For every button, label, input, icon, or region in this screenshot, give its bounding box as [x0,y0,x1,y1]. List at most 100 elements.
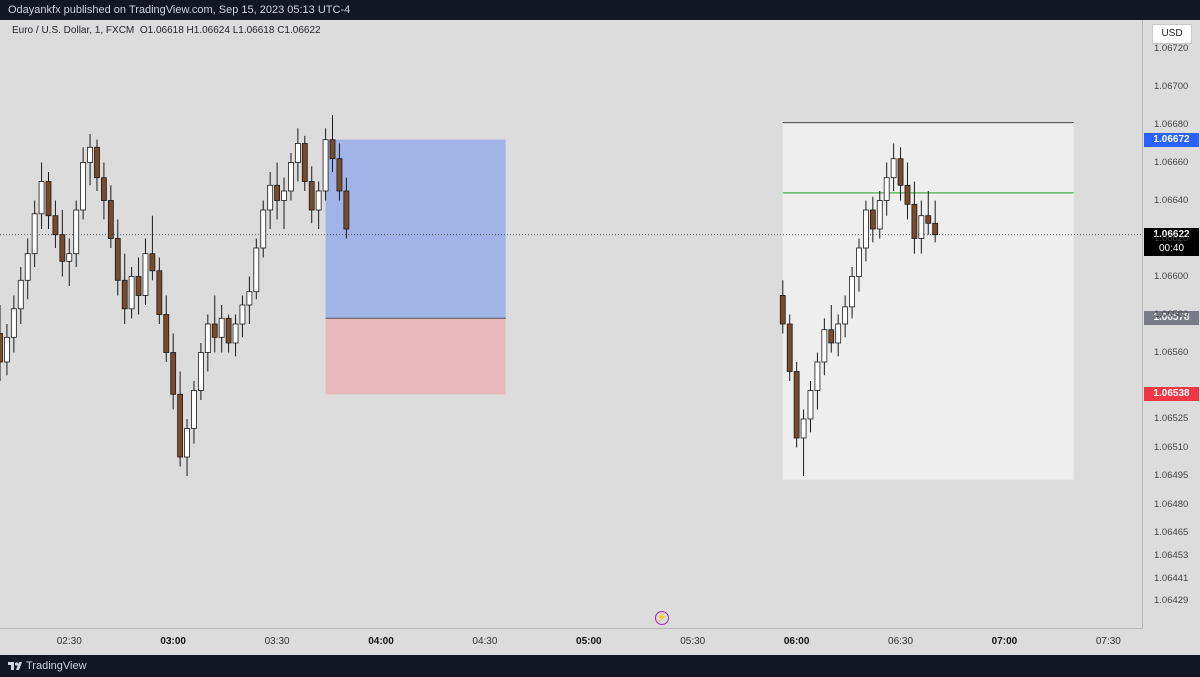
zoom-candle [897,158,904,186]
main-candle [253,247,260,293]
main-candle [184,428,190,458]
last-price-value: 1.06622 [1153,228,1190,240]
zoom-candle [828,329,835,344]
main-candle [94,146,100,179]
main-candle [87,146,93,163]
main-candle [197,352,204,391]
main-candle [281,190,287,201]
time-tick-label: 06:30 [888,636,914,647]
price-tick-label: 1.06441 [1154,572,1189,584]
publish-header: Odayankfx published on TradingView.com, … [0,0,1200,20]
time-tick-label: 04:30 [472,636,498,647]
main-candle [38,181,45,215]
zoom-candle [883,177,890,201]
main-candle [218,317,225,338]
price-tick-label: 1.06453 [1154,549,1189,561]
main-candle [31,213,38,255]
main-candle [267,184,274,211]
main-candle [177,393,184,458]
symbol-info: Euro / U.S. Dollar, 1, FXCM O1.06618 H1.… [12,25,321,36]
main-candle [274,184,280,201]
main-candle [329,139,336,160]
zoom-candle [918,215,925,239]
main-candle [308,181,315,211]
zoom-candle [793,371,800,439]
main-candle [24,253,31,281]
main-candle [59,234,66,262]
price-tick-label: 1.06660 [1154,156,1189,168]
price-tick-label: 1.06680 [1154,118,1189,130]
main-candle [45,181,52,217]
price-tick-label: 1.06640 [1154,194,1189,206]
zoom-candle [842,306,849,325]
time-tick-label: 03:00 [160,636,186,647]
footer-brand: TradingView [26,660,87,672]
main-candle [225,317,232,344]
time-axis[interactable]: 02:30 03:00 03:30 04:00 04:30 05:00 05:30 06:00… [0,628,1143,655]
main-candle [294,143,301,163]
main-candle [301,143,308,182]
zoom-candle [925,215,932,224]
price-tick-label: 1.06560 [1154,346,1189,358]
main-candle [128,276,135,310]
entry-price-tag: 1.06578 [1144,311,1199,326]
target-price-tag: 1.06672 [1144,132,1199,147]
zoom-candle [869,209,876,230]
main-candle [66,253,73,262]
zoom-candle [786,323,793,372]
main-candle [10,308,17,338]
tradingview-logo-icon[interactable] [8,660,22,672]
currency-button[interactable]: USD [1152,24,1192,44]
main-candle [288,162,294,192]
time-tick-label: 07:00 [991,636,1018,647]
last-price-tag: 1.06622 00:40 [1144,227,1199,256]
ohlc-high: H1.06624 [186,25,230,36]
zoom-candle [849,276,855,308]
lightning-icon[interactable]: ⚡ [655,611,669,625]
main-candle [17,279,24,310]
main-candle [315,190,322,211]
main-candle [0,333,3,363]
price-tick-label: 1.06700 [1154,80,1189,92]
price-axis[interactable]: USD 1.06672 1.06622 00:40 1.06578 1.0653… [1143,20,1200,628]
main-candle [135,276,142,296]
main-candle [211,323,218,338]
price-tick-label: 1.06580 [1154,308,1189,320]
plot-area[interactable]: Euro / U.S. Dollar, 1, FXCM O1.06618 H1.… [0,20,1143,628]
price-tick-label: 1.06600 [1154,270,1189,282]
chart-frame: Euro / U.S. Dollar, 1, FXCM O1.06618 H1.… [0,20,1200,655]
result-panel [782,122,1074,480]
main-candle [73,209,80,255]
zoom-candle [835,323,842,344]
time-tick-label: 05:30 [680,636,706,647]
ohlc-low: L1.06618 [232,25,275,36]
zoom-candle [779,295,786,325]
price-tick-label: 1.06620 [1154,232,1189,244]
zoom-candle [904,184,911,205]
price-tick-label: 1.06525 [1154,413,1189,424]
ohlc-close: C1.06622 [277,25,321,36]
zoom-candle [876,200,883,230]
main-candle [107,200,114,239]
main-candle [336,158,343,192]
price-tick-label: 1.06480 [1154,498,1189,510]
main-candle [142,253,149,296]
zoom-candle [863,209,869,249]
main-candle [232,323,239,344]
time-tick-label: 02:30 [56,636,82,647]
zoom-candle [932,222,939,236]
chart-svg [0,115,1142,480]
main-candle [121,279,128,310]
footer-bar: TradingView [0,655,1200,677]
zoom-candle [911,203,918,239]
time-tick-label: 07:30 [1095,636,1121,647]
zoom-candle [814,361,821,391]
loss-zone [325,318,506,395]
bar-countdown: 00:40 [1158,242,1185,254]
ohlc-open: O1.06618 [139,25,184,36]
main-candle [156,270,163,315]
main-candle [101,177,107,201]
main-candle [52,215,59,236]
main-candle [260,209,267,249]
price-tick-label: 1.06465 [1154,527,1189,538]
